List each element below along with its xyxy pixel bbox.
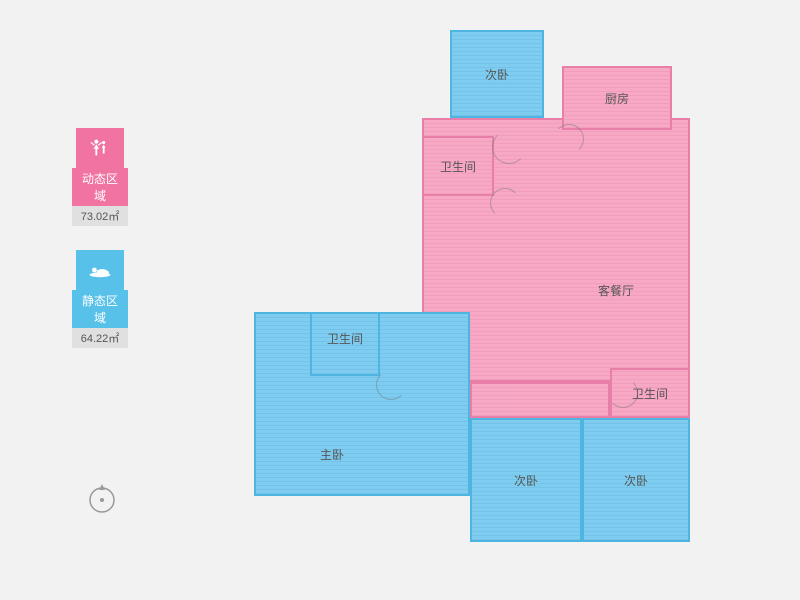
door-arc bbox=[554, 124, 584, 154]
legend: 动态区域 73.02㎡ 静态区域 64.22㎡ bbox=[72, 128, 128, 372]
room-label: 主卧 bbox=[320, 446, 344, 463]
floorplan: 客餐厅主卧厨房次卧卫生间卫生间卫生间次卧次卧 bbox=[254, 30, 734, 573]
door-arc bbox=[490, 188, 520, 218]
sleep-icon bbox=[88, 261, 112, 279]
legend-static: 静态区域 64.22㎡ bbox=[72, 250, 128, 348]
legend-static-icon bbox=[76, 250, 124, 290]
room-label: 卫生间 bbox=[327, 330, 363, 347]
legend-static-value: 64.22㎡ bbox=[72, 328, 128, 348]
door-arc bbox=[608, 378, 638, 408]
room-sec_bed_r: 次卧 bbox=[582, 418, 690, 542]
legend-dynamic: 动态区域 73.02㎡ bbox=[72, 128, 128, 226]
room-label: 厨房 bbox=[605, 90, 629, 107]
compass-icon bbox=[86, 480, 118, 512]
people-icon bbox=[89, 137, 111, 159]
room-label: 次卧 bbox=[485, 66, 509, 83]
legend-static-label: 静态区域 bbox=[72, 290, 128, 328]
room-sec_bed_top: 次卧 bbox=[450, 30, 544, 118]
room-label: 次卧 bbox=[514, 472, 538, 489]
room-label: 卫生间 bbox=[440, 158, 476, 175]
room-bath_mid: 卫生间 bbox=[310, 312, 380, 376]
door-arc bbox=[492, 130, 526, 164]
room-sec_bed_l: 次卧 bbox=[470, 418, 582, 542]
room-corridor bbox=[470, 382, 610, 418]
room-label: 客餐厅 bbox=[598, 282, 634, 299]
legend-dynamic-label: 动态区域 bbox=[72, 168, 128, 206]
legend-dynamic-icon bbox=[76, 128, 124, 168]
room-bath_top: 卫生间 bbox=[422, 136, 494, 196]
door-arc bbox=[376, 370, 406, 400]
room-kitchen: 厨房 bbox=[562, 66, 672, 130]
room-label: 次卧 bbox=[624, 472, 648, 489]
legend-dynamic-value: 73.02㎡ bbox=[72, 206, 128, 226]
